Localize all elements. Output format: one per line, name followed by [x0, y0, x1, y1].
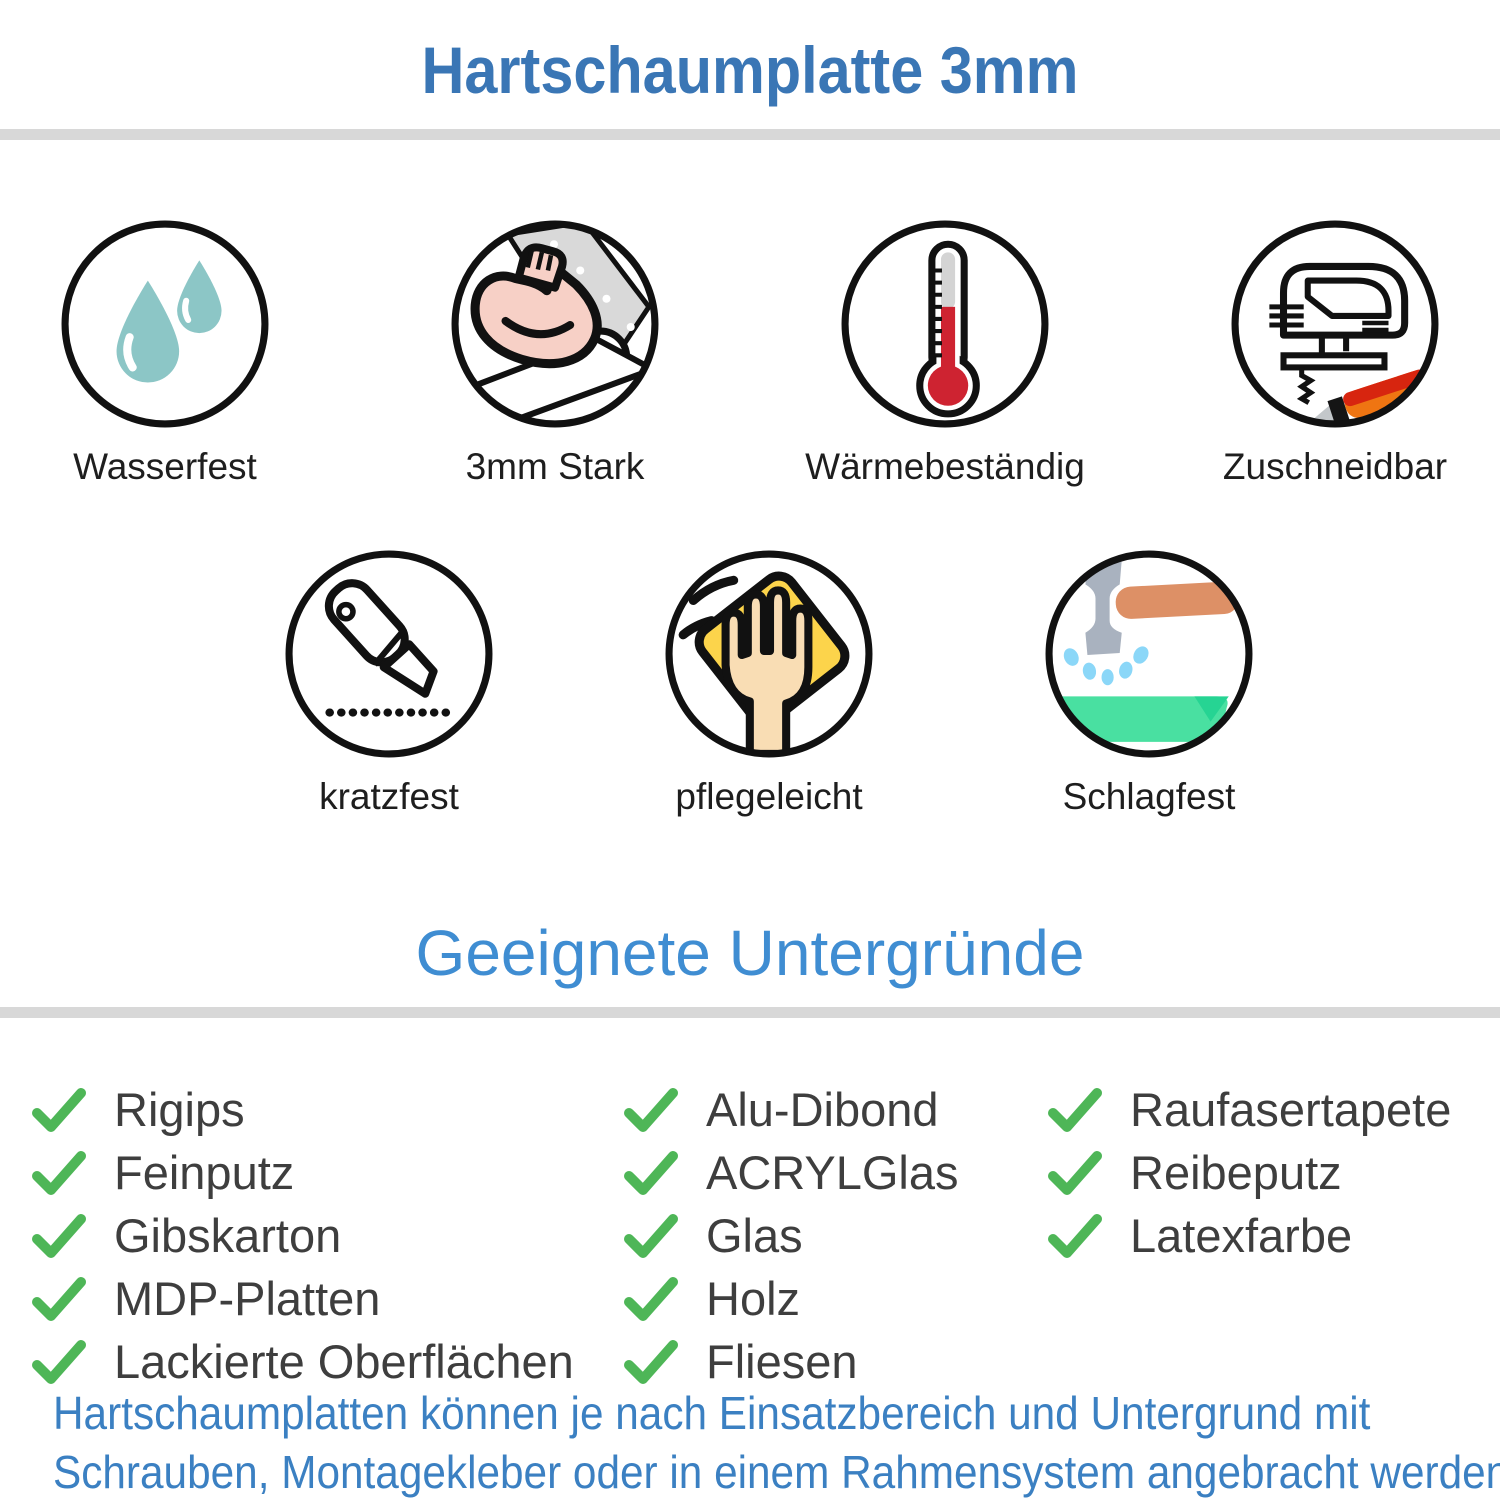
feature-label: Schlagfest [1062, 776, 1236, 817]
substrate-column-3: Raufasertapete Reibeputz Latexfarbe [1048, 1078, 1451, 1267]
feature-label: Wasserfest [73, 446, 257, 487]
checkmark-icon [32, 1150, 86, 1196]
feature-label: pflegeleicht [675, 776, 863, 817]
substrate-label: Holz [706, 1272, 801, 1325]
checkmark-icon [32, 1087, 86, 1133]
list-item: Fliesen [624, 1330, 959, 1393]
feature-schlagfest: Schlagfest [1014, 548, 1284, 818]
list-item: ACRYLGlas [624, 1141, 959, 1204]
list-item: Feinputz [32, 1141, 574, 1204]
list-item: Rigips [32, 1078, 574, 1141]
substrate-label: ACRYLGlas [706, 1146, 959, 1199]
substrate-label: Lackierte Oberflächen [114, 1335, 574, 1388]
list-item: Glas [624, 1204, 959, 1267]
flexed-arm-roll-icon [449, 218, 661, 430]
divider [0, 1007, 1500, 1018]
feature-kratzfest: kratzfest [254, 548, 524, 818]
substrate-column-1: Rigips Feinputz Gibskarton MDP-Platten L… [32, 1078, 574, 1393]
substrate-label: MDP-Platten [114, 1272, 381, 1325]
feature-row-1: Wasserfest [30, 218, 1470, 488]
feature-label: Zuschneidbar [1222, 446, 1448, 487]
water-drops-icon [59, 218, 271, 430]
checkmark-icon [624, 1339, 678, 1385]
footer-line-2: Schrauben, Montagekleber oder in einem R… [53, 1446, 1500, 1498]
substrate-label: Glas [706, 1209, 803, 1262]
list-item: Lackierte Oberflächen [32, 1330, 574, 1393]
utility-knife-icon [283, 548, 495, 760]
substrate-label: Raufasertapete [1130, 1083, 1452, 1136]
list-item: Raufasertapete [1048, 1078, 1451, 1141]
list-item: Alu-Dibond [624, 1078, 959, 1141]
substrate-column-2: Alu-Dibond ACRYLGlas Glas Holz Fliesen [624, 1078, 959, 1393]
checkmark-icon [624, 1150, 678, 1196]
checkmark-icon [32, 1339, 86, 1385]
checkmark-icon [1048, 1213, 1102, 1259]
checkmark-icon [624, 1087, 678, 1133]
substrate-label: Rigips [114, 1083, 245, 1136]
feature-label: Wärmebeständig [805, 446, 1085, 487]
substrate-label: Reibeputz [1130, 1146, 1342, 1199]
wiping-hand-icon [663, 548, 875, 760]
checkmark-icon [1048, 1087, 1102, 1133]
list-item: Gibskarton [32, 1204, 574, 1267]
section-title-text: Geeignete Untergründe [415, 917, 1085, 989]
feature-zuschneidbar: Zuschneidbar [1200, 218, 1470, 488]
checkmark-icon [32, 1213, 86, 1259]
hammer-impact-icon [1043, 548, 1255, 760]
footer-note: Hartschaumplatten können je nach Einsatz… [53, 1384, 1500, 1500]
page-title: Hartschaumplatte 3mm [0, 32, 1500, 108]
thermometer-icon [839, 218, 1051, 430]
checkmark-icon [32, 1276, 86, 1322]
substrate-label: Fliesen [706, 1335, 858, 1388]
page-title-text: Hartschaumplatte 3mm [421, 33, 1079, 107]
jigsaw-cutter-icon [1229, 218, 1441, 430]
section-title: Geeignete Untergründe [0, 916, 1500, 990]
substrate-label: Feinputz [114, 1146, 295, 1199]
substrate-label: Gibskarton [114, 1209, 342, 1262]
feature-waermebestaendig: Wärmebeständig [805, 218, 1085, 488]
feature-3mm-stark: 3mm Stark [420, 218, 690, 488]
feature-wasserfest: Wasserfest [30, 218, 300, 488]
substrate-label: Alu-Dibond [706, 1083, 939, 1136]
checkmark-icon [624, 1213, 678, 1259]
checkmark-icon [624, 1276, 678, 1322]
feature-label: 3mm Stark [465, 446, 645, 487]
feature-label: kratzfest [319, 776, 459, 817]
list-item: Latexfarbe [1048, 1204, 1451, 1267]
list-item: Reibeputz [1048, 1141, 1451, 1204]
feature-row-2: kratzfest pflegeleicht [254, 548, 1284, 818]
divider [0, 129, 1500, 140]
substrate-label: Latexfarbe [1130, 1209, 1353, 1262]
feature-pflegeleicht: pflegeleicht [634, 548, 904, 818]
footer-line-1: Hartschaumplatten können je nach Einsatz… [53, 1387, 1371, 1439]
list-item: Holz [624, 1267, 959, 1330]
list-item: MDP-Platten [32, 1267, 574, 1330]
checkmark-icon [1048, 1150, 1102, 1196]
